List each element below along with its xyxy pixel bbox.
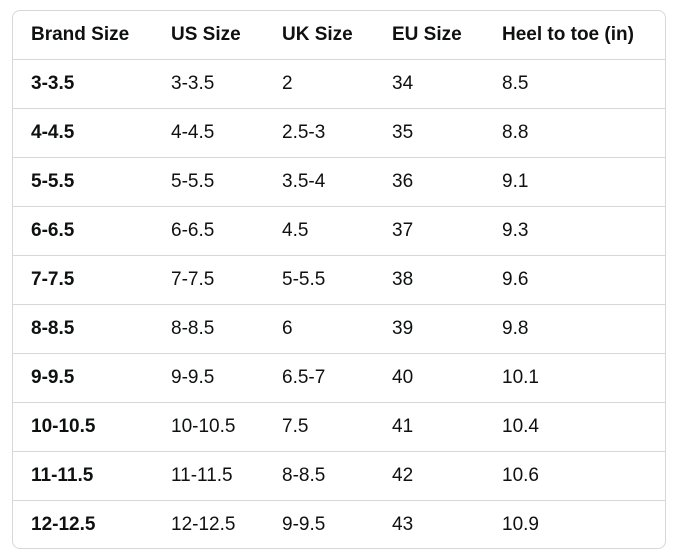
table-cell: 8.8	[484, 107, 665, 157]
table-cell: 4-4.5	[153, 107, 264, 157]
table-cell: 8-8.5	[153, 303, 264, 353]
table-cell: 35	[374, 107, 484, 157]
table-cell: 10.1	[484, 352, 665, 402]
table-row: 8-8.5 8-8.5 6 39 9.8	[13, 303, 665, 353]
table-cell: 9.8	[484, 303, 665, 353]
table-cell: 10.6	[484, 450, 665, 500]
brand-size-cell: 9-9.5	[13, 352, 153, 402]
table-cell: 6	[264, 303, 374, 353]
table-cell: 3.5-4	[264, 156, 374, 206]
table-cell: 12-12.5	[153, 499, 264, 548]
size-table: Brand Size US Size UK Size EU Size Heel to t…	[13, 11, 665, 548]
table-cell: 3-3.5	[153, 58, 264, 108]
header-cell: EU Size	[392, 23, 462, 45]
table-row: 12-12.5 12-12.5 9-9.5 43 10.9	[13, 499, 665, 548]
table-cell: 11-11.5	[153, 450, 264, 500]
table-row: 4-4.5 4-4.5 2.5-3 35 8.8	[13, 107, 665, 157]
table-cell: 10-10.5	[153, 401, 264, 451]
table-cell: 2.5-3	[264, 107, 374, 157]
brand-size-cell: 5-5.5	[13, 156, 153, 206]
size-table-container: Brand Size US Size UK Size EU Size Heel to t…	[12, 10, 666, 549]
table-cell: 37	[374, 205, 484, 255]
table-cell: 4.5	[264, 205, 374, 255]
table-row: 5-5.5 5-5.5 3.5-4 36 9.1	[13, 156, 665, 206]
table-row: 11-11.5 11-11.5 8-8.5 42 10.6	[13, 450, 665, 500]
table-cell: 43	[374, 499, 484, 548]
table-row: 6-6.5 6-6.5 4.5 37 9.3	[13, 205, 665, 255]
brand-size-cell: 3-3.5	[13, 58, 153, 108]
brand-size-cell: 6-6.5	[13, 205, 153, 255]
table-cell: 9.1	[484, 156, 665, 206]
table-cell: 10.9	[484, 499, 665, 548]
table-cell: 2	[264, 58, 374, 108]
brand-size-cell: 11-11.5	[13, 450, 153, 500]
table-row: 9-9.5 9-9.5 6.5-7 40 10.1	[13, 352, 665, 402]
table-cell: 6-6.5	[153, 205, 264, 255]
header-cell: UK Size	[282, 23, 353, 45]
table-cell: 9-9.5	[153, 352, 264, 402]
brand-size-cell: 4-4.5	[13, 107, 153, 157]
table-cell: 6.5-7	[264, 352, 374, 402]
table-cell: 9-9.5	[264, 499, 374, 548]
table-body: Brand Size US Size UK Size EU Size Heel to t…	[13, 11, 665, 548]
table-row: 10-10.5 10-10.5 7.5 41 10.4	[13, 401, 665, 451]
table-cell: 5-5.5	[264, 254, 374, 304]
brand-size-cell: 7-7.5	[13, 254, 153, 304]
table-cell: 42	[374, 450, 484, 500]
header-cell: US Size	[171, 23, 241, 45]
brand-size-cell: 10-10.5	[13, 401, 153, 451]
header-cell: Heel to toe (in)	[502, 23, 634, 45]
header-cell: Brand Size	[31, 23, 130, 45]
table-row: 7-7.5 7-7.5 5-5.5 38 9.6	[13, 254, 665, 304]
table-cell: 8.5	[484, 58, 665, 108]
table-cell: 10.4	[484, 401, 665, 451]
table-cell: 38	[374, 254, 484, 304]
table-row: 3-3.5 3-3.5 2 34 8.5	[13, 58, 665, 108]
brand-size-cell: 8-8.5	[13, 303, 153, 353]
table-cell: 40	[374, 352, 484, 402]
table-cell: 9.3	[484, 205, 665, 255]
header-row: Brand Size US Size UK Size EU Size Heel to t…	[13, 11, 665, 59]
table-cell: 39	[374, 303, 484, 353]
table-cell: 41	[374, 401, 484, 451]
table-cell: 34	[374, 58, 484, 108]
table-cell: 8-8.5	[264, 450, 374, 500]
table-cell: 7-7.5	[153, 254, 264, 304]
table-cell: 9.6	[484, 254, 665, 304]
table-cell: 36	[374, 156, 484, 206]
table-cell: 7.5	[264, 401, 374, 451]
table-cell: 5-5.5	[153, 156, 264, 206]
brand-size-cell: 12-12.5	[13, 499, 153, 548]
